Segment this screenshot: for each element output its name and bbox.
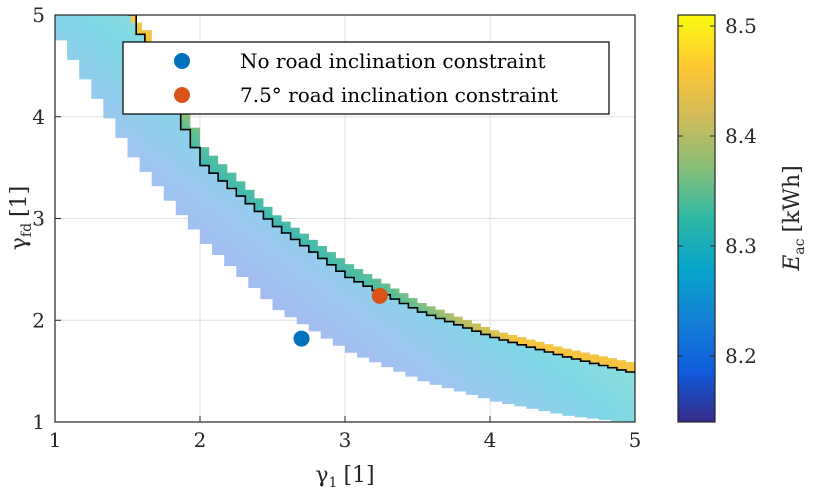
legend-label-no-constraint: No road inclination constraint bbox=[240, 49, 546, 73]
colorbar-ticks: 8.2 8.3 8.4 8.5 bbox=[678, 14, 757, 368]
colorbar-tick-label: 8.2 bbox=[725, 344, 757, 368]
colorbar: 8.2 8.3 8.4 8.5 Eac[kWh] bbox=[677, 14, 808, 423]
legend-box bbox=[122, 41, 610, 115]
feasible-region bbox=[55, 15, 635, 422]
markers bbox=[293, 287, 388, 347]
x-tick-label: 2 bbox=[194, 428, 207, 452]
y-axis-label: γfd[1] bbox=[7, 186, 35, 250]
x-tick-label: 4 bbox=[484, 428, 497, 452]
legend-marker-no-constraint bbox=[174, 53, 190, 69]
y-axis-ticks: 1 2 3 4 5 bbox=[32, 3, 61, 434]
y-tick-label: 2 bbox=[32, 308, 45, 332]
y-tick-label: 1 bbox=[32, 410, 45, 434]
x-tick-label: 5 bbox=[629, 428, 642, 452]
colorbar-tick-label: 8.5 bbox=[725, 14, 757, 38]
y-tick-label: 4 bbox=[32, 105, 45, 129]
colorbar-label: Eac[kWh] bbox=[780, 165, 808, 272]
y-tick-label: 3 bbox=[32, 207, 45, 231]
legend[interactable]: No road inclination constraint 7.5° road… bbox=[122, 41, 610, 115]
marker-no-constraint[interactable] bbox=[293, 330, 310, 347]
legend-label-constraint: 7.5° road inclination constraint bbox=[240, 83, 558, 107]
legend-marker-constraint bbox=[174, 87, 190, 103]
colorbar-gradient bbox=[677, 14, 716, 423]
x-axis-label: γ1 [1] bbox=[315, 463, 374, 491]
marker-constraint[interactable] bbox=[371, 287, 388, 304]
x-axis-ticks: 1 2 3 4 5 bbox=[49, 416, 642, 452]
colorbar-tick-label: 8.3 bbox=[725, 234, 757, 258]
colorbar-tick-label: 8.4 bbox=[725, 124, 757, 148]
x-tick-label: 3 bbox=[339, 428, 352, 452]
y-tick-label: 5 bbox=[32, 3, 45, 27]
x-tick-label: 1 bbox=[49, 428, 62, 452]
